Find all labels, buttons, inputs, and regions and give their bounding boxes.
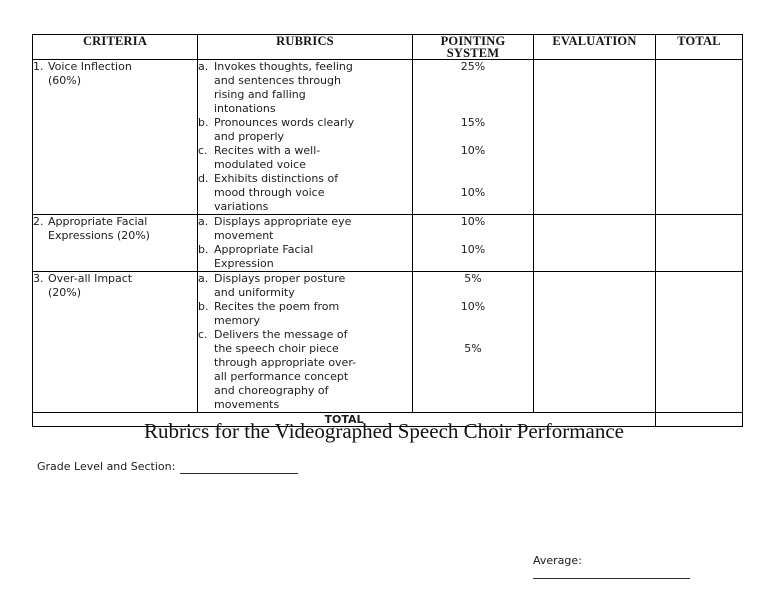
total-cell[interactable] (655, 271, 743, 413)
percentage-value: 10% (460, 144, 486, 157)
rubric-text: and sentences through (214, 74, 341, 87)
rubric-marker: a. (198, 60, 209, 73)
rubrics-cell: a. Invokes thoughts, feeling and sentences… (197, 59, 413, 215)
criteria-text: (20%) (48, 286, 82, 299)
rubric-text: and uniformity (214, 286, 295, 299)
total-row-label: TOTAL (32, 412, 656, 427)
evaluation-cell[interactable] (533, 214, 656, 272)
criteria-text: (60%) (48, 74, 82, 87)
rubric-text: and choreography of (214, 384, 329, 397)
criteria-text: Expressions (20%) (48, 229, 150, 242)
rubric-marker: b. (198, 116, 209, 129)
rubric-text: all performance concept (214, 370, 349, 383)
percentage-value: 10% (460, 300, 486, 313)
grade-level-section-label: Grade Level and Section: (37, 460, 176, 473)
criteria-number: 3. (33, 272, 44, 285)
rubric-item: b. Pronounces words clearly and properly (198, 116, 412, 144)
table-row: 2. Appropriate Facial Expressions (20%) a. D… (32, 214, 743, 272)
grade-level-section-blank[interactable] (180, 461, 299, 474)
rubric-text: Pronounces words clearly (214, 116, 355, 129)
rubric-text: Recites with a well- (214, 144, 321, 157)
percentage-value: 10% (460, 215, 486, 228)
rubric-marker: b. (198, 300, 209, 313)
percentage-value: 10% (460, 243, 486, 256)
page-title: Rubrics for the Videographed Speech Choi… (143, 419, 625, 443)
total-row: TOTAL (32, 412, 743, 427)
rubric-text: modulated voice (214, 158, 306, 171)
table-row: 1. Voice Inflection (60%) a. Invokes thought… (32, 59, 743, 215)
rubric-item: b. Recites the poem from memory (198, 300, 412, 328)
rubric-text: Appropriate Facial (214, 243, 314, 256)
grand-total-cell[interactable] (655, 412, 743, 427)
rubric-marker: d. (198, 172, 209, 185)
evaluation-cell[interactable] (533, 59, 656, 215)
header-row: CRITERIA RUBRICS POINTING SYSTEM EVALUAT… (32, 34, 743, 60)
rubric-text: Recites the poem from (214, 300, 340, 313)
rubric-item: d. Exhibits distinctions of mood through v… (198, 172, 412, 214)
rubric-text: intonations (214, 102, 276, 115)
pointing-system-cell: 10% 10% (412, 214, 534, 272)
criteria-cell: 3. Over-all Impact (20%) (32, 271, 198, 413)
rubrics-cell: a. Displays appropriate eye movement b. Appr… (197, 214, 413, 272)
rubric-text: Invokes thoughts, feeling (214, 60, 353, 73)
criteria-text: Over-all Impact (48, 272, 133, 285)
rubric-text: through appropriate over- (214, 356, 357, 369)
header-criteria: CRITERIA (32, 34, 198, 60)
pointing-system-cell: 25% 15% 10% 10% (412, 59, 534, 215)
rubric-marker: c. (198, 144, 208, 157)
criteria-number: 1. (33, 60, 44, 73)
rubric-table: CRITERIA RUBRICS POINTING SYSTEM EVALUAT… (32, 34, 743, 427)
percentage-value: 25% (460, 60, 486, 73)
average-blank[interactable] (533, 578, 690, 579)
criteria-cell: 1. Voice Inflection (60%) (32, 59, 198, 215)
rubric-text: rising and falling (214, 88, 306, 101)
average-label: Average: (533, 554, 582, 567)
header-total: TOTAL (655, 34, 743, 60)
rubric-text: memory (214, 314, 260, 327)
rubric-text: Displays proper posture (214, 272, 346, 285)
percentage-value: 5% (464, 272, 482, 285)
rubric-marker: b. (198, 243, 209, 256)
total-cell[interactable] (655, 214, 743, 272)
grade-level-section-field: Grade Level and Section: (37, 460, 299, 474)
rubric-text: movement (214, 229, 274, 242)
criteria-cell: 2. Appropriate Facial Expressions (20%) (32, 214, 198, 272)
rubric-marker: a. (198, 272, 209, 285)
rubric-text: variations (214, 200, 269, 213)
total-cell[interactable] (655, 59, 743, 215)
rubric-item: a. Displays appropriate eye movement (198, 215, 412, 243)
rubric-text: Exhibits distinctions of (214, 172, 339, 185)
rubric-item: c. Recites with a well-modulated voice (198, 144, 412, 172)
header-evaluation: EVALUATION (533, 34, 656, 60)
rubric-marker: c. (198, 328, 208, 341)
table-row: 3. Over-all Impact (20%) a. Displays proper … (32, 271, 743, 413)
header-rubrics: RUBRICS (197, 34, 413, 60)
criteria-number: 2. (33, 215, 44, 228)
rubric-text: mood through voice (214, 186, 325, 199)
rubric-text: movements (214, 398, 280, 411)
percentage-value: 15% (460, 116, 486, 129)
criteria-text: Appropriate Facial (48, 215, 148, 228)
criteria-text: Voice Inflection (48, 60, 132, 73)
rubric-text: Delivers the message of (214, 328, 348, 341)
rubric-item: c. Delivers the message of the speech choi… (198, 328, 412, 412)
rubric-item: b. Appropriate Facial Expression (198, 243, 412, 271)
rubric-item: a. Displays proper posture and uniformity (198, 272, 412, 300)
header-pointing-system: POINTING SYSTEM (412, 34, 534, 60)
rubrics-cell: a. Displays proper posture and uniformity b… (197, 271, 413, 413)
rubric-text: Expression (214, 257, 274, 270)
rubric-item: a. Invokes thoughts, feeling and sentences… (198, 60, 412, 116)
percentage-value: 10% (460, 186, 486, 199)
rubric-text: the speech choir piece (214, 342, 339, 355)
rubric-text: and properly (214, 130, 285, 143)
rubric-text: Displays appropriate eye (214, 215, 352, 228)
rubric-marker: a. (198, 215, 209, 228)
evaluation-cell[interactable] (533, 271, 656, 413)
percentage-value: 5% (464, 342, 482, 355)
pointing-system-cell: 5% 10% 5% (412, 271, 534, 413)
